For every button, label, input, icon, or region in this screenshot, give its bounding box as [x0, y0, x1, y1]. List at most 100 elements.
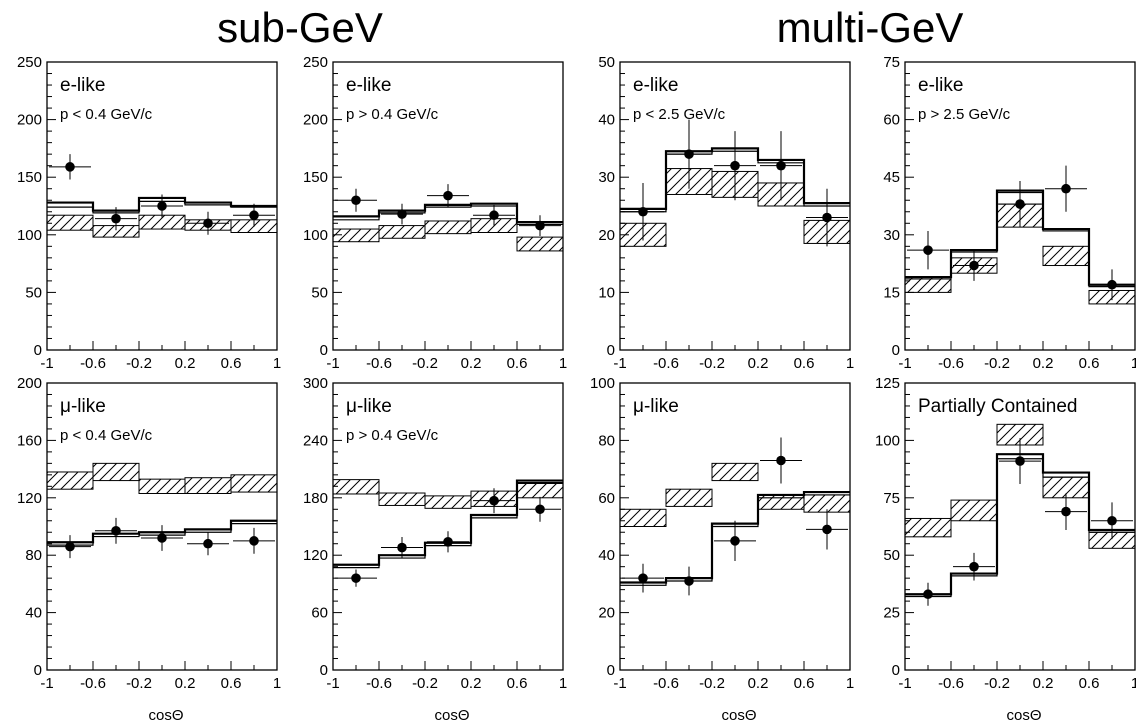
data-point	[443, 190, 453, 201]
y-tick-label: 180	[303, 490, 328, 507]
hatched-bin	[46, 471, 94, 490]
y-tick-label: 250	[303, 54, 328, 71]
y-tick-label: 0	[607, 662, 615, 679]
data-point	[822, 524, 832, 535]
data-point	[923, 589, 933, 600]
x-tick-label: 1	[846, 355, 854, 372]
panel-subtitle: p > 2.5 GeV/c	[918, 106, 1011, 123]
x-tick-label: -0.2	[699, 355, 725, 372]
panel-title: μ-like	[60, 396, 106, 417]
x-tick-label: 0.6	[1079, 675, 1100, 692]
hatched-bin	[803, 219, 851, 244]
y-tick-label: 75	[883, 490, 900, 507]
data-point	[351, 195, 361, 206]
x-tick-label: 1	[1131, 675, 1136, 692]
y-tick-label: 50	[311, 284, 328, 301]
y-tick-label: 40	[598, 547, 615, 564]
x-tick-label: 0.2	[748, 675, 769, 692]
y-tick-label: 25	[883, 605, 900, 622]
histogram-panels: -1 -0.6 -0.2 0.2 0.6 1050100150200250e-likep …	[17, 54, 1136, 724]
y-tick-label: 30	[598, 169, 615, 186]
data-point	[489, 210, 499, 221]
data-point	[638, 573, 648, 583]
hatched-bin	[138, 478, 186, 494]
y-tick-label: 0	[320, 662, 328, 679]
x-tick-label: -0.2	[699, 675, 725, 692]
x-tick-label: -1	[326, 355, 339, 372]
hatched-bin	[619, 222, 667, 247]
y-tick-label: 0	[892, 662, 900, 679]
x-tick-label: 0.2	[748, 355, 769, 372]
x-tick-label: -0.2	[412, 355, 438, 372]
panel-1: -1 -0.6 -0.2 0.2 0.6 1 0 50 100 150 200 250 e-like p …	[17, 54, 281, 372]
hatched-bin	[619, 508, 667, 527]
data-point	[776, 160, 786, 171]
hatched-bin	[904, 276, 952, 293]
panel-4: -1 -0.6 -0.2 0.2 0.6 1 0 15 30 45 60 75 e-like p > 2.…	[883, 54, 1136, 372]
x-tick-label: -1	[613, 675, 626, 692]
data-point	[397, 209, 407, 219]
hatched-bin	[1088, 289, 1136, 305]
x-tick-label: 0.2	[461, 675, 482, 692]
x-tick-label: 0.6	[507, 675, 528, 692]
x-tick-label: -1	[40, 675, 53, 692]
y-tick-label: 150	[17, 169, 42, 186]
hatched-bin	[711, 170, 759, 198]
y-tick-label: 100	[590, 375, 615, 392]
x-tick-label: -0.6	[366, 675, 392, 692]
y-tick-label: 300	[303, 375, 328, 392]
hatched-bin	[470, 218, 518, 233]
hatched-bin	[665, 488, 713, 507]
y-tick-label: 50	[883, 547, 900, 564]
panel-title: e-like	[918, 75, 963, 96]
panel-8: -1 -0.6 -0.2 0.2 0.6 1 0 25 50 75 100 125 Partially …	[875, 375, 1136, 724]
panel-5: -1 -0.6 -0.2 0.2 0.6 1 0 40 80 120 160 200 μ-like p <…	[17, 375, 281, 724]
x-tick-label: 0.2	[1033, 675, 1054, 692]
y-tick-label: 15	[883, 284, 900, 301]
x-axis-label: cosΘ	[148, 707, 183, 724]
y-tick-label: 60	[883, 112, 900, 129]
x-tick-label: -0.6	[653, 675, 679, 692]
x-axis-label: cosΘ	[721, 707, 756, 724]
sub-gev-header: sub-GeV	[217, 4, 383, 51]
y-tick-label: 160	[17, 432, 42, 449]
x-tick-label: -1	[898, 675, 911, 692]
data-point	[969, 561, 979, 572]
hatched-bin	[711, 462, 759, 482]
data-point	[249, 536, 259, 546]
hatched-bin	[757, 182, 805, 207]
x-tick-label: 1	[846, 675, 854, 692]
hatched-bin	[92, 225, 140, 238]
x-tick-label: 0.6	[221, 355, 242, 372]
x-tick-label: 0.2	[1033, 355, 1054, 372]
x-tick-label: 0.6	[221, 675, 242, 692]
hatched-bin	[184, 477, 232, 494]
y-tick-label: 100	[303, 227, 328, 244]
hatched-bin	[1088, 531, 1136, 549]
x-tick-label: 0.6	[794, 355, 815, 372]
hatched-bin	[378, 225, 426, 239]
x-tick-label: -0.6	[653, 355, 679, 372]
x-tick-label: -0.6	[80, 675, 106, 692]
hatched-bin	[184, 219, 232, 231]
data-point	[1061, 506, 1071, 517]
panel-subtitle: p > 0.4 GeV/c	[346, 427, 439, 444]
data-point	[157, 533, 167, 543]
data-point	[65, 541, 75, 552]
hatched-bin	[1042, 476, 1090, 499]
y-tick-label: 80	[25, 547, 42, 564]
panel-title: e-like	[346, 75, 391, 96]
panel-title: μ-like	[633, 396, 679, 417]
panel-title: Partially Contained	[918, 396, 1077, 417]
x-tick-label: -0.2	[126, 675, 152, 692]
data-point	[351, 573, 361, 583]
y-tick-label: 20	[598, 605, 615, 622]
hatched-bin	[516, 481, 564, 499]
x-tick-label: -0.2	[984, 355, 1010, 372]
hatched-bin	[46, 214, 94, 231]
data-point	[111, 213, 121, 224]
x-axis-label: cosΘ	[434, 707, 469, 724]
y-tick-label: 100	[875, 432, 900, 449]
